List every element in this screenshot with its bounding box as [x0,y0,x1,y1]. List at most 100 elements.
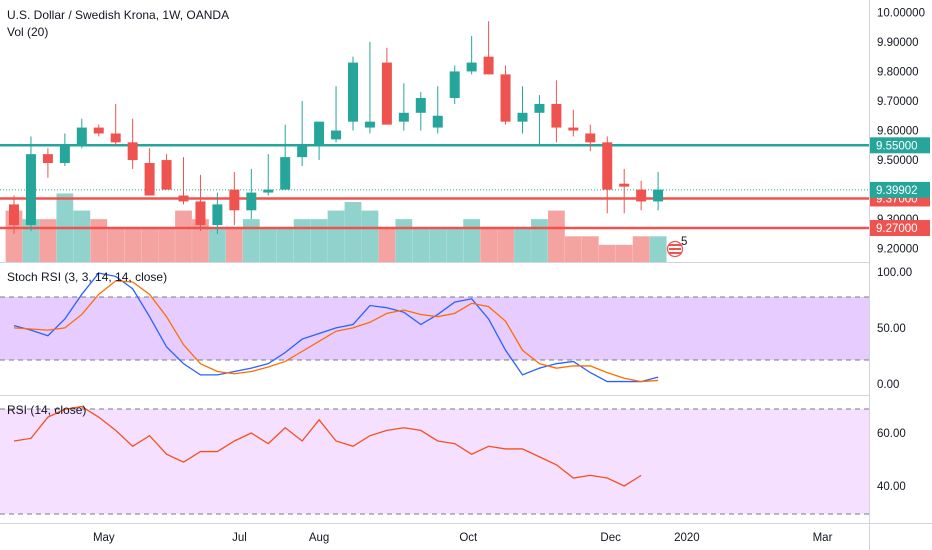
candle-body [93,127,104,134]
candle-body [195,201,206,226]
events-badge[interactable]: 5 [666,236,688,258]
candle-body [212,204,223,226]
rsi-line-group [13,405,642,487]
volume-bar [22,219,40,262]
price-tick-label: 10.00000 [877,7,925,19]
candle-body [297,145,308,158]
volume-bar [564,236,582,262]
candle [212,192,223,234]
stoch-k-line [13,272,659,383]
volume-bar [615,244,633,262]
candle-body [381,62,392,125]
volume-bar [649,236,667,262]
stoch-tick-label: 0.00 [877,379,899,391]
volume-bar [90,219,108,262]
candle-body [398,112,409,122]
candle [25,136,36,231]
candle [297,100,308,166]
volume-bar [395,219,413,262]
candle-body [280,157,291,190]
candle [585,124,596,152]
candle [517,86,528,134]
candle-body [59,145,70,164]
price-tick-label: 9.20000 [877,244,919,256]
time-axis-label: Mar [813,532,833,544]
candle [9,195,19,234]
candle [348,56,358,131]
stoch-tick-label: 100.00 [877,267,912,279]
candle [93,124,104,137]
candle [280,124,291,190]
stoch-d-line [13,280,659,383]
candlestick-series [9,21,664,234]
volume-bar [327,210,345,262]
candle-body [246,192,257,211]
us-flag-stripe [669,244,681,246]
volume-bar [480,227,497,262]
axis-labels: 10.00000 9.90000 9.80000 9.70000 9.60000 9.50… [93,7,930,544]
volume-bar [73,210,91,262]
candle [178,157,189,205]
candle-body [602,142,613,190]
candle-body [127,142,138,161]
candle-body [263,189,274,193]
price-tick-label: 9.60000 [877,126,919,138]
events-count: 5 [681,236,687,248]
stoch-band [0,297,869,360]
candle-body [551,103,562,128]
volume-bar [514,227,531,262]
volume-bar [446,227,464,262]
rsi-label: RSI (14, close) [7,403,86,417]
candle [483,21,494,75]
candle [398,83,409,131]
candle-body [314,121,325,146]
candle-body [466,62,477,72]
candle [466,35,477,75]
volume-bar [39,219,57,262]
rsi-tick-label: 40.00 [877,481,906,493]
candle [331,86,342,143]
volume-bar [463,219,481,262]
candle [314,121,325,161]
candle-body [483,56,494,75]
candle-body [517,112,528,122]
candle-body [432,115,443,128]
candle-body [42,154,53,164]
volume-bar [378,227,396,262]
stoch-tick-label: 50.00 [877,323,906,335]
candle-body [9,204,19,226]
candle [568,109,579,137]
volume-bar [412,227,430,262]
us-flag-stripe [669,252,681,254]
candle [161,154,172,190]
candle-body [653,189,664,202]
candle-body [534,103,545,113]
candle-body [500,74,511,122]
volume-bar [192,219,209,262]
volume-bar [276,227,294,262]
candle [246,168,257,220]
candle-body [348,62,358,122]
candle [500,65,511,125]
rsi-tick-label: 60.00 [877,428,906,440]
candle-body [364,121,375,128]
price-tick-label: 9.80000 [877,66,919,78]
volume-bar [632,236,650,262]
volume-bar [344,202,362,262]
volume-bar [548,210,565,262]
us-flag-stripe [669,248,681,250]
candle [195,174,206,231]
candle-body [415,98,426,113]
time-axis-label: Oct [459,532,478,544]
candle [263,154,274,196]
volume-bar [107,227,125,262]
time-axis-label: Dec [600,532,621,544]
candle [415,92,426,131]
volume-bar [209,227,226,262]
price-tick-label: 9.50000 [877,155,919,167]
volume-bar [259,227,277,262]
chart-title: U.S. Dollar / Swedish Krona, 1W, OANDA [7,8,229,22]
candle [364,41,375,134]
stoch-rsi-lines [13,272,659,383]
